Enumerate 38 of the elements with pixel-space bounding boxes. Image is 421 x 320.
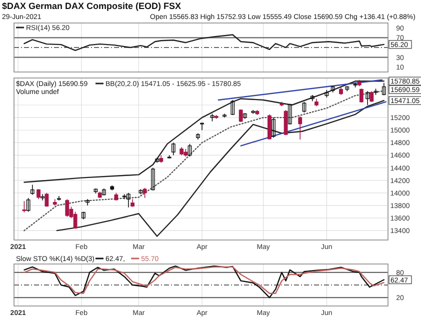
candlestick — [366, 90, 370, 106]
candlestick — [230, 100, 235, 116]
candlestick — [22, 200, 26, 213]
line-series — [56, 100, 385, 237]
candlestick — [188, 144, 192, 157]
candlestick — [382, 82, 386, 96]
candlestick — [238, 108, 243, 122]
candlestick — [272, 117, 276, 138]
candlestick — [40, 194, 45, 201]
candlestick — [30, 184, 34, 196]
candlestick — [82, 211, 86, 220]
candlestick — [86, 198, 90, 206]
candlestick — [359, 88, 364, 103]
candlestick — [171, 142, 176, 156]
candlestick — [310, 94, 314, 102]
candlestick — [370, 90, 374, 102]
candlestick — [151, 167, 155, 191]
candlestick — [345, 86, 350, 92]
candlestick — [268, 114, 272, 140]
candlestick — [284, 110, 288, 136]
chart-title: $DAX German DAX Composite (EOD) FSX — [2, 1, 182, 11]
candlestick — [26, 198, 30, 212]
candlestick — [73, 211, 78, 230]
candlestick — [126, 192, 130, 208]
candlestick — [102, 188, 106, 196]
candlestick — [65, 198, 70, 218]
candlestick — [302, 101, 306, 113]
line-series — [24, 34, 385, 52]
candlestick — [200, 122, 204, 131]
candlestick — [36, 188, 40, 200]
candlestick — [288, 103, 292, 125]
candlestick — [196, 132, 200, 140]
line-series — [24, 266, 385, 298]
candlestick — [142, 187, 147, 198]
candlestick — [298, 116, 302, 140]
candlestick — [44, 192, 49, 208]
line-series — [24, 266, 385, 294]
candlestick — [242, 112, 247, 120]
